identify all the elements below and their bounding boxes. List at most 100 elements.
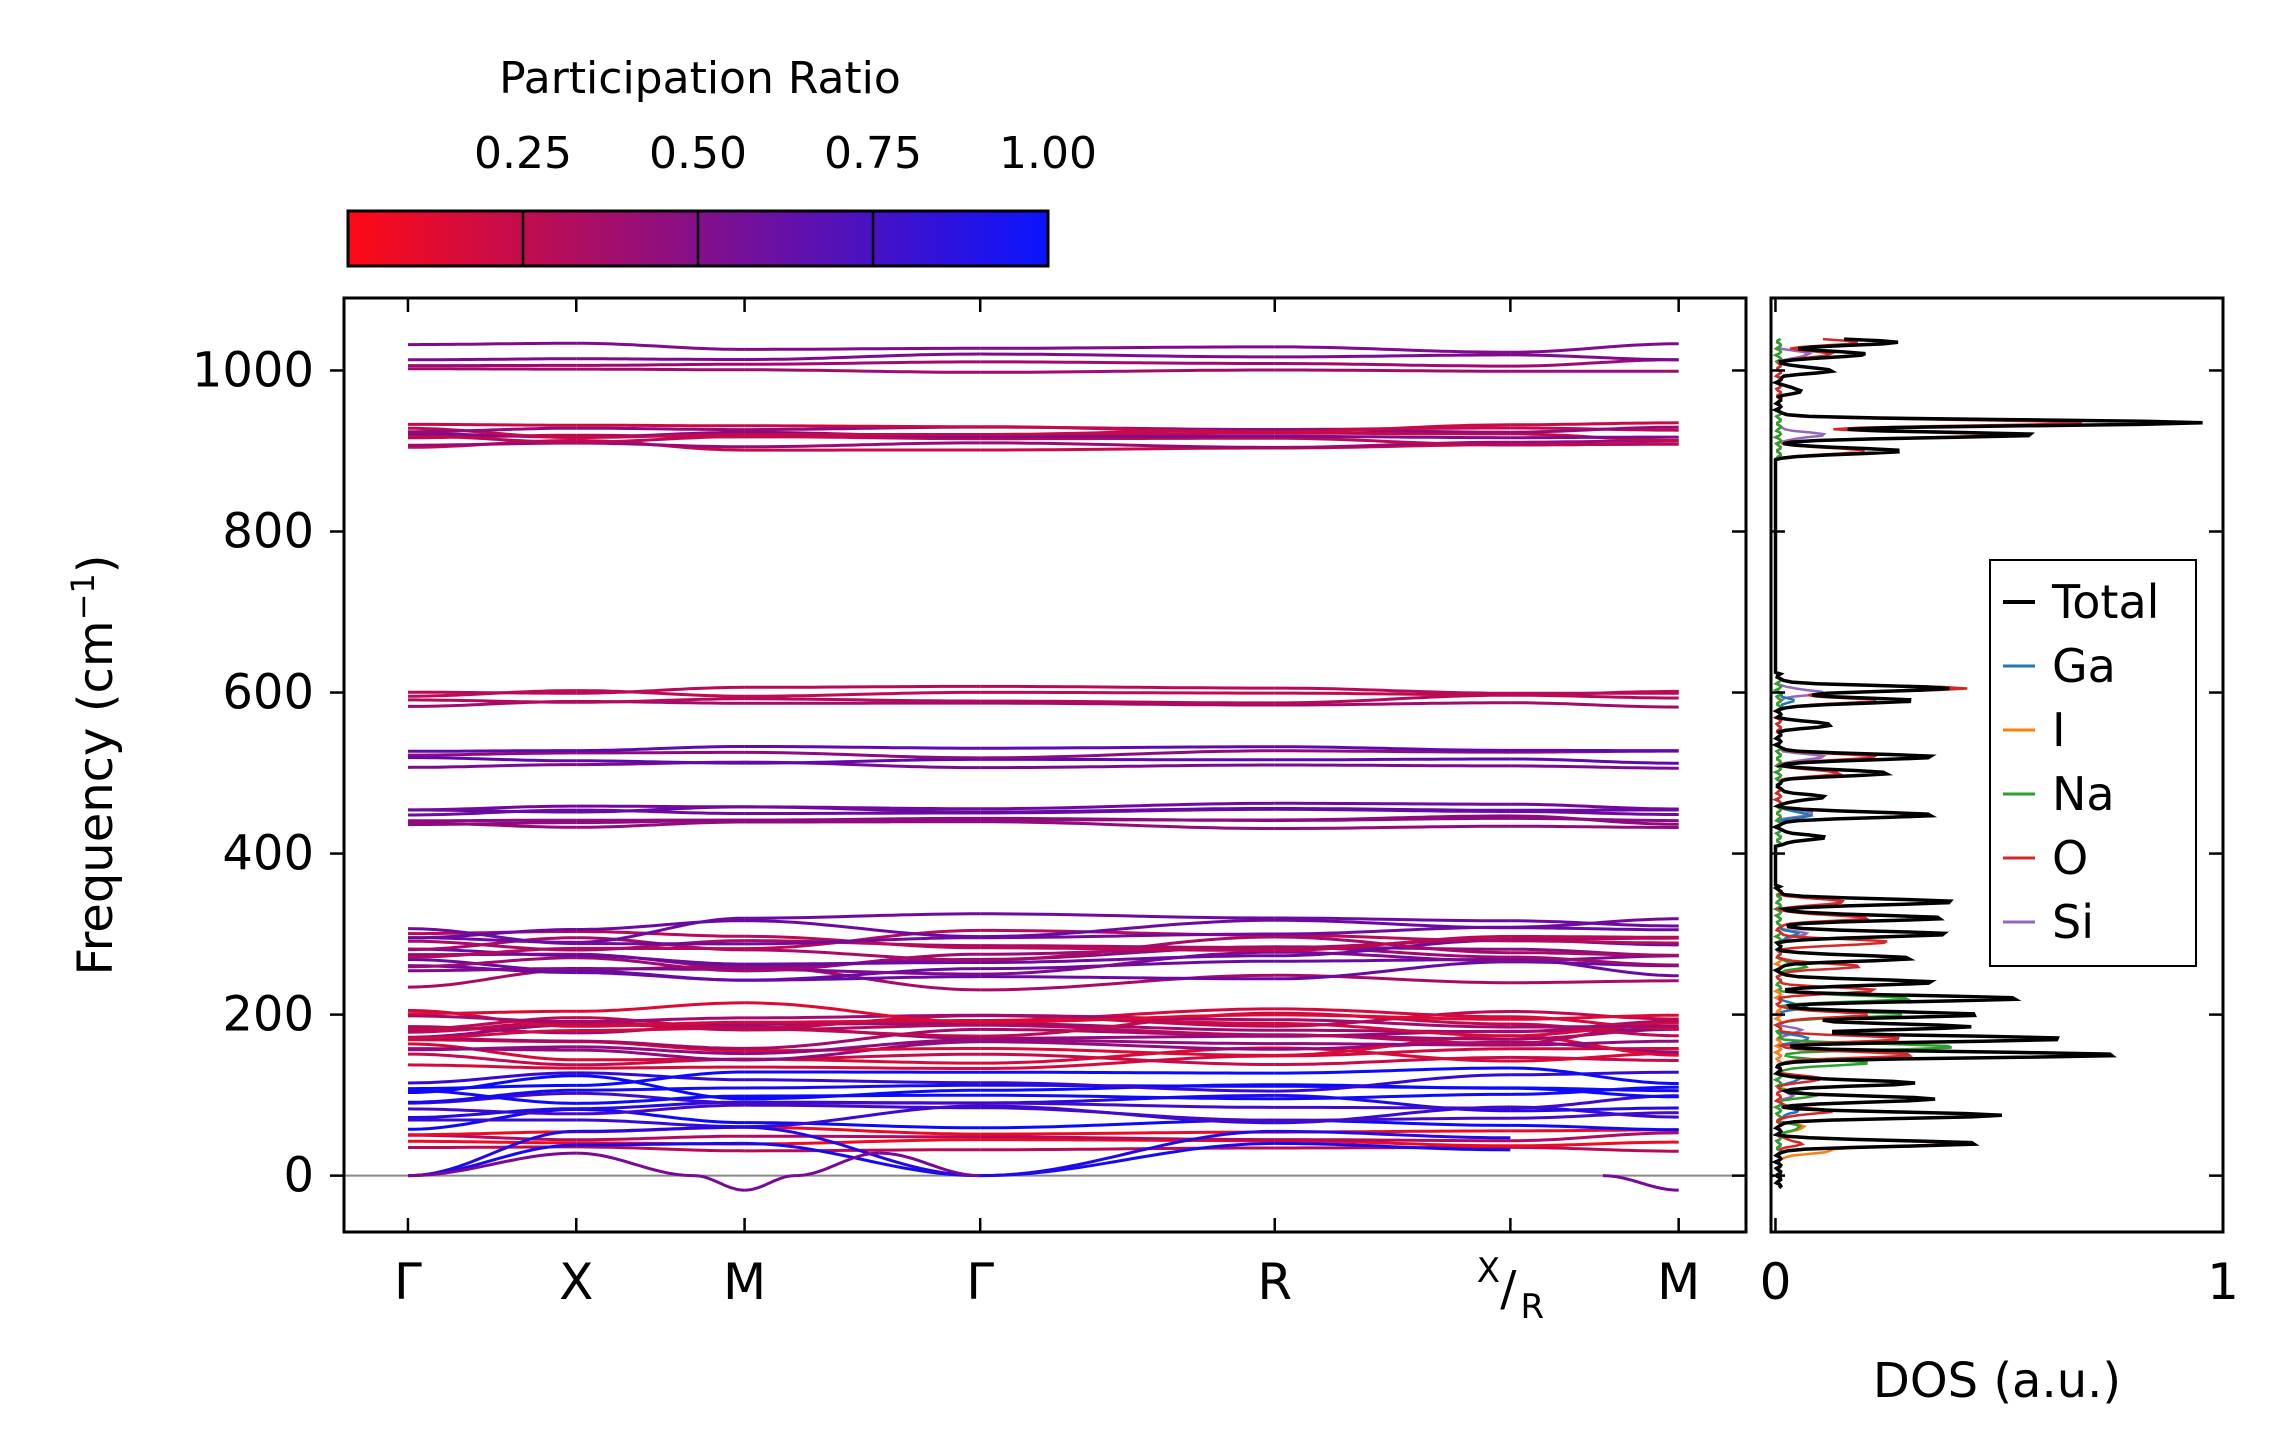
soft-mode-branch [1602,1174,1679,1192]
phonon-band [980,1106,1275,1122]
phonon-band [1510,1066,1679,1086]
phonon-band [1510,1111,1679,1120]
colorbar: Participation Ratio 0.25 0.50 0.75 1.00 [346,53,1097,268]
colorbar-ticks: 0.25 0.50 0.75 1.00 [474,128,1097,266]
band-y-axis: 0 200 400 600 800 1000 [192,342,1746,1204]
legend-label-i: I [2052,703,2066,757]
phonon-band [980,441,1275,449]
phonon-band [576,1074,745,1101]
phonon-band [744,441,981,449]
phonon-band [576,1108,745,1125]
phonon-band [744,919,981,939]
phonon-band [744,1138,981,1146]
phonon-band [576,341,745,351]
q-point-label: M [723,1253,766,1311]
acoustic-branch [980,1129,1275,1178]
phonon-band [576,956,745,973]
legend-label-total: Total [2051,575,2159,629]
phonon-band [576,441,745,449]
acoustic-branch [1274,1141,1511,1152]
phonon-band [980,820,1275,830]
phonon-band [576,1016,745,1024]
phonon-band [980,912,1275,920]
phonon-band [576,423,745,428]
phonon-band [744,368,981,374]
phonon-band [744,948,981,962]
legend-label-ga: Ga [2052,639,2116,693]
phonon-band [744,1121,981,1130]
phonon-band [744,1065,981,1070]
phonon-band [1274,916,1511,923]
phonon-band [1274,1055,1511,1066]
phonon-band [744,346,981,351]
phonon-band [980,975,1275,981]
phonon-band [1510,1086,1679,1099]
phonon-band [1274,1083,1511,1090]
phonon-band [1274,1093,1511,1113]
phonon-band [744,1027,981,1038]
phonon-band [1274,935,1511,952]
phonon-band [1510,1022,1679,1038]
phonon-band [1510,435,1679,440]
q-point-label-sub: R [1521,1287,1545,1327]
phonon-band [1510,1140,1679,1148]
phonon-band [980,684,1275,690]
phonon-band [980,1070,1275,1075]
phonon-band [407,1042,577,1062]
phonon-band [408,357,577,362]
phonon-band [744,750,981,760]
phonon-band [1510,1085,1679,1096]
phonon-band [1510,757,1679,765]
phonon-band [980,918,1275,939]
phonon-band [744,936,981,946]
phonon-band [744,360,981,366]
phonon-band [576,689,745,698]
phonon-band [744,1001,981,1024]
phonon-band [1274,428,1511,434]
phonon-band [576,367,745,372]
phonon-band [744,684,981,689]
phonon-band [576,1001,745,1013]
phonon-band [1510,1131,1679,1143]
phonon-band [1510,1039,1679,1047]
phonon-band [576,1086,745,1092]
phonon-band [744,1134,981,1139]
phonon-band [1510,764,1679,770]
phonon-band [1510,701,1679,709]
phonon-band [980,944,1275,949]
phonon-band [408,936,577,952]
phonon-band [407,928,577,940]
phonon-band [744,745,981,750]
phonon-band [744,690,981,698]
phonon-band [980,763,1275,770]
phonon-band [576,954,745,966]
phonon-band [408,967,577,973]
band-lines [344,341,1746,1192]
phonon-band [1510,810,1679,816]
phonon-band [1510,939,1679,945]
phonon-band [1510,421,1679,427]
phonon-band [576,930,745,938]
y-tick-label: 800 [222,504,314,560]
phonon-band [1510,342,1679,354]
phonon-band [980,954,1275,964]
soft-mode-branch [744,1174,796,1192]
soft-mode-branch [879,1151,981,1178]
phonon-band [1510,1106,1679,1113]
phonon-band [1274,807,1511,812]
phonon-band [408,698,577,704]
q-point-label: Γ [394,1253,422,1311]
phonon-band [744,912,981,920]
phonon-band [980,973,1275,992]
phonon-band [980,1040,1275,1051]
phonon-band [408,341,577,347]
q-point-label: Γ [966,1253,994,1311]
phonon-band [407,1107,577,1116]
phonon-band [1510,979,1679,985]
phonon-band [744,352,981,361]
acoustic-branch [576,1141,745,1147]
phonon-band [408,749,577,753]
dos-x-tick-label: 0 [1760,1253,1792,1311]
soft-mode-branch [795,1151,880,1178]
